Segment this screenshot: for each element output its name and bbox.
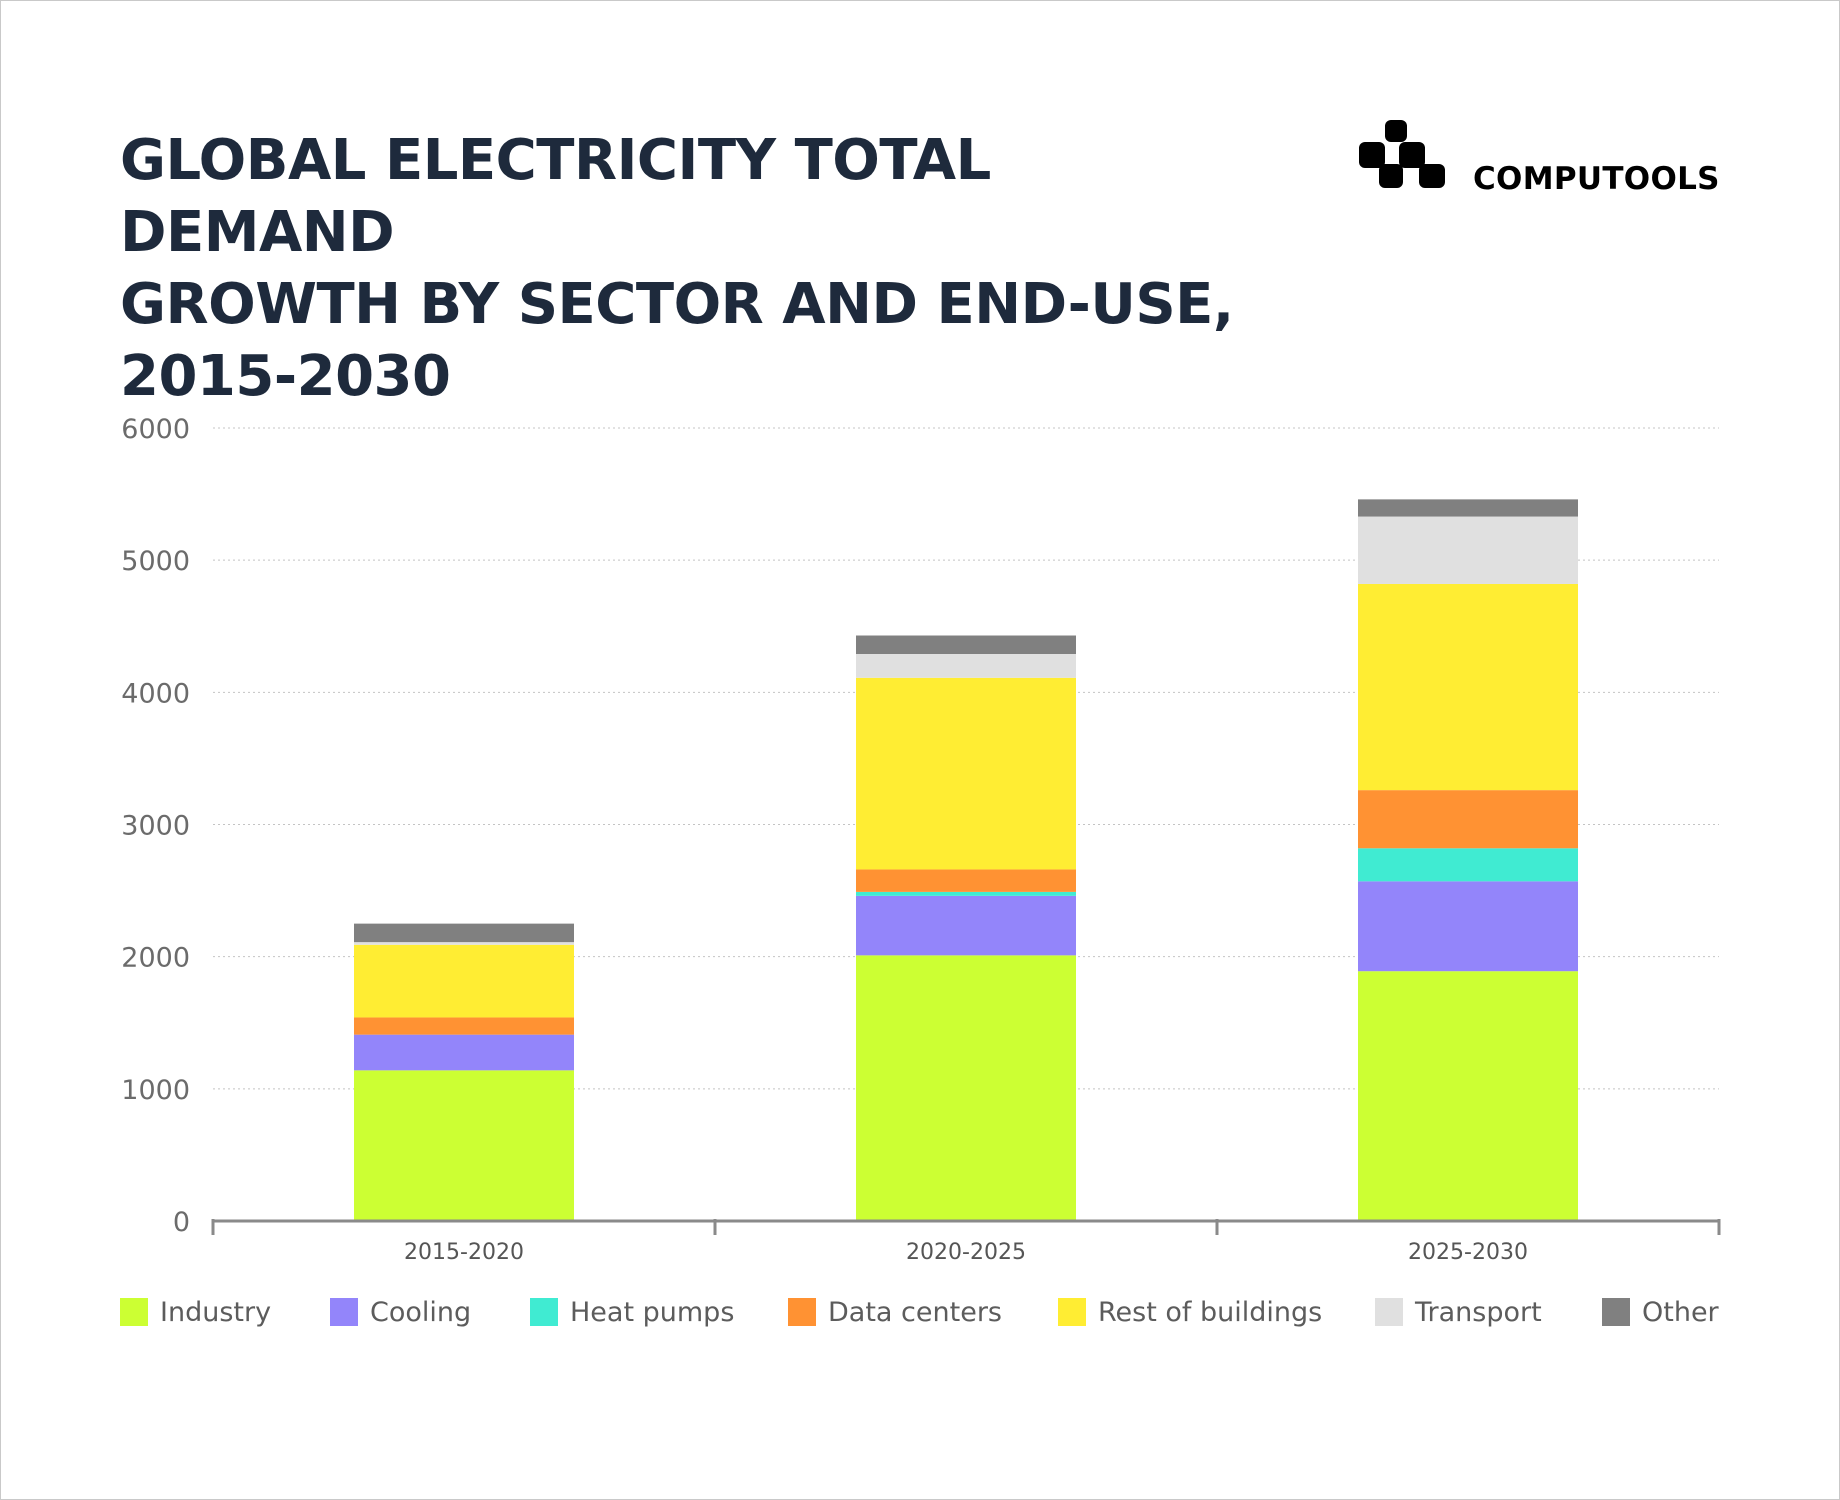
legend-item: Data centers [788,1292,1002,1332]
y-tick-label: 4000 [121,678,190,709]
bar-segment-transport [354,942,574,945]
legend-swatch [530,1298,558,1326]
bar-segment-industry [354,1070,574,1221]
y-tick-label: 0 [173,1207,190,1238]
legend-label: Data centers [828,1296,1002,1328]
legend-label: Cooling [370,1296,472,1328]
bar-segment-rest-of-buildings [1358,583,1578,791]
x-tick-label: 2020-2025 [906,1240,1026,1265]
bar-segment-other [856,635,1076,655]
bar-segment-data-centers [1358,790,1578,849]
legend-item: Industry [120,1292,271,1332]
legend-swatch [1602,1298,1630,1326]
legend-label: Rest of buildings [1098,1296,1323,1328]
title-line-1: GLOBAL ELECTRICITY TOTAL DEMAND [120,128,991,265]
chart-legend: Industry Cooling Heat pumps Data centers Res… [120,1292,1720,1332]
x-tick-label: 2025-2030 [1408,1240,1528,1265]
bar-segment-data-centers [354,1017,574,1035]
legend-item: Heat pumps [530,1292,734,1332]
bar-segment-industry [856,955,1076,1221]
bar-segment-cooling [856,895,1076,956]
legend-label: Other [1642,1296,1719,1328]
legend-swatch [788,1298,816,1326]
bar-segment-rest-of-buildings [354,944,574,1018]
bar-segment-other [1358,499,1578,517]
x-tick-label: 2015-2020 [404,1240,524,1265]
legend-swatch [330,1298,358,1326]
legend-item: Cooling [330,1292,471,1332]
bar-segment-heat-pumps [856,891,1076,896]
y-tick-label: 3000 [121,811,190,842]
legend-swatch [120,1298,148,1326]
bar-segment-cooling [1358,881,1578,972]
legend-item: Rest of buildings [1058,1292,1322,1332]
brand: COMPUTOOLS [1357,118,1727,198]
title-line-2: GROWTH BY SECTOR AND END-USE, [120,272,1234,337]
bar-segment-other [354,923,574,943]
legend-label: Industry [160,1296,272,1328]
y-tick-label: 1000 [121,1075,190,1106]
brand-name: COMPUTOOLS [1473,161,1720,197]
bar-segment-rest-of-buildings [856,677,1076,870]
bar-segment-heat-pumps [1358,848,1578,882]
y-tick-label: 2000 [121,943,190,974]
computools-logo-icon [1359,120,1445,188]
bar-segment-transport [856,654,1076,678]
bar-segment-transport [1358,516,1578,584]
chart-title: GLOBAL ELECTRICITY TOTAL DEMAND GROWTH B… [120,125,1270,413]
y-tick-label: 5000 [121,546,190,577]
title-line-3: 2015-2030 [120,344,451,409]
legend-swatch [1058,1298,1086,1326]
bar-segment-industry [1358,971,1578,1221]
bar-segment-data-centers [856,869,1076,892]
legend-item: Transport [1375,1292,1542,1332]
y-tick-label: 6000 [121,414,190,445]
legend-label: Transport [1415,1296,1542,1328]
legend-label: Heat pumps [570,1296,735,1328]
legend-swatch [1375,1298,1403,1326]
bar-segment-cooling [354,1034,574,1071]
legend-item: Other [1602,1292,1719,1332]
